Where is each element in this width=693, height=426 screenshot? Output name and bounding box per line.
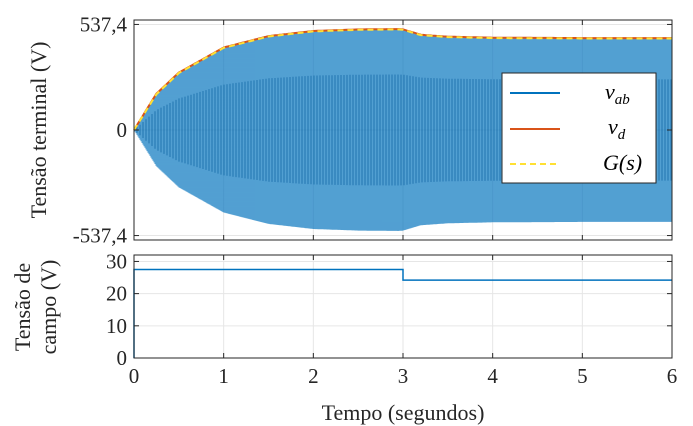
xlabel: Tempo (segundos) [322, 400, 485, 425]
x-tick-label: 0 [129, 364, 140, 388]
y-tick-label: 0 [117, 118, 128, 142]
voltage-ylabel: Tensão terminal (V) [26, 42, 51, 219]
y-tick-label: 10 [106, 314, 127, 338]
x-tick-label: 1 [218, 364, 229, 388]
legend-label-vd: vd [608, 114, 626, 143]
x-tick-label: 3 [398, 364, 409, 388]
x-tick-label: 2 [308, 364, 319, 388]
field-ylabel-line2: campo (V) [36, 260, 61, 355]
legend-label-gs: G(s) [603, 150, 642, 175]
x-tick-label: 6 [667, 364, 678, 388]
x-tick-label: 5 [577, 364, 588, 388]
field-ylabel-line1: Tensão de [10, 263, 35, 351]
y-tick-label: 0 [117, 346, 128, 370]
legend-label-vab: vab [605, 79, 630, 108]
field-voltage-panel: 0 1 2 3 4 5 6 0 10 20 30 Tensão de campo (V) Tempo… [10, 249, 677, 425]
voltage-panel: -537,4 0 537,4 Tensão terminal (V) vab vd … [26, 12, 673, 248]
y-tick-label: 30 [106, 249, 127, 273]
y-tick-label: 20 [106, 282, 127, 306]
y-tick-label: -537,4 [73, 224, 128, 248]
legend: vab vd G(s) [501, 72, 657, 184]
y-tick-label: 537,4 [80, 12, 128, 36]
gs-series [133, 28, 672, 131]
field-ticks: 0 1 2 3 4 5 6 0 10 20 30 [106, 249, 677, 388]
voltage-series [133, 27, 672, 131]
voltage-ticks: -537,4 0 537,4 [73, 12, 673, 248]
x-tick-label: 4 [487, 364, 498, 388]
